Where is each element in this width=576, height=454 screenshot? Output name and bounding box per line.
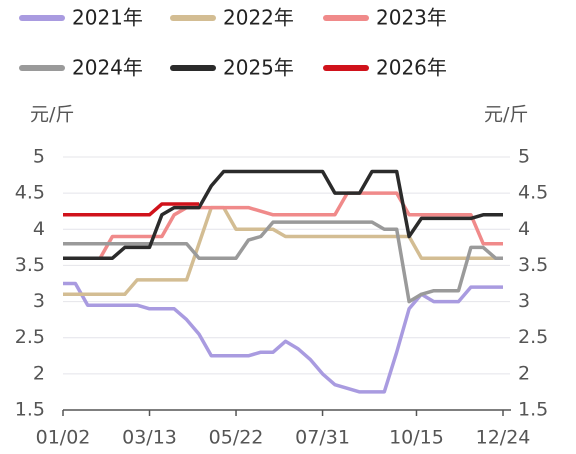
- y-tick-label: 4: [33, 218, 45, 240]
- legend-label: 2021年: [72, 6, 143, 30]
- x-tick-label: 07/31: [295, 427, 350, 449]
- y2-tick-label: 3.5: [518, 254, 548, 276]
- x-tick-label: 10/15: [389, 427, 444, 449]
- series-line: [63, 205, 503, 297]
- y2-tick-label: 2.5: [518, 326, 548, 348]
- y2-tick-label: 2: [518, 362, 530, 384]
- y-tick-label: 1.5: [15, 399, 45, 421]
- y-tick-label: 3: [33, 290, 45, 312]
- y2-tick-label: 3: [518, 290, 530, 312]
- series-line: [63, 281, 503, 394]
- y2-axis-title: 元/斤: [484, 104, 528, 126]
- series-line: [63, 202, 199, 217]
- legend: 2021年 2022年 2023年 2024年 2025年 2026年: [19, 6, 447, 80]
- y2-tick-label: 1.5: [518, 399, 548, 421]
- x-tick-label: 05/22: [209, 427, 264, 449]
- series-line: [63, 220, 503, 304]
- legend-label: 2022年: [223, 6, 294, 30]
- y-tick-label: 2: [33, 362, 45, 384]
- y-tick-label: 4.5: [15, 182, 45, 204]
- legend-label: 2024年: [72, 56, 143, 80]
- y2-tick-label: 4: [518, 218, 530, 240]
- y-tick-label: 2.5: [15, 326, 45, 348]
- legend-label: 2026年: [376, 56, 447, 80]
- y2-tick-label: 5: [518, 146, 530, 168]
- y-tick-label: 5: [33, 146, 45, 168]
- y2-tick-label: 4.5: [518, 182, 548, 204]
- x-tick-label: 01/02: [36, 427, 91, 449]
- y-tick-label: 3.5: [15, 254, 45, 276]
- y-axis-title: 元/斤: [30, 104, 74, 126]
- legend-label: 2023年: [376, 6, 447, 30]
- series-line: [63, 191, 503, 260]
- x-tick-label: 03/13: [122, 427, 177, 449]
- legend-label: 2025年: [223, 56, 294, 80]
- x-tick-label: 12/24: [476, 427, 531, 449]
- series-line: [63, 169, 503, 260]
